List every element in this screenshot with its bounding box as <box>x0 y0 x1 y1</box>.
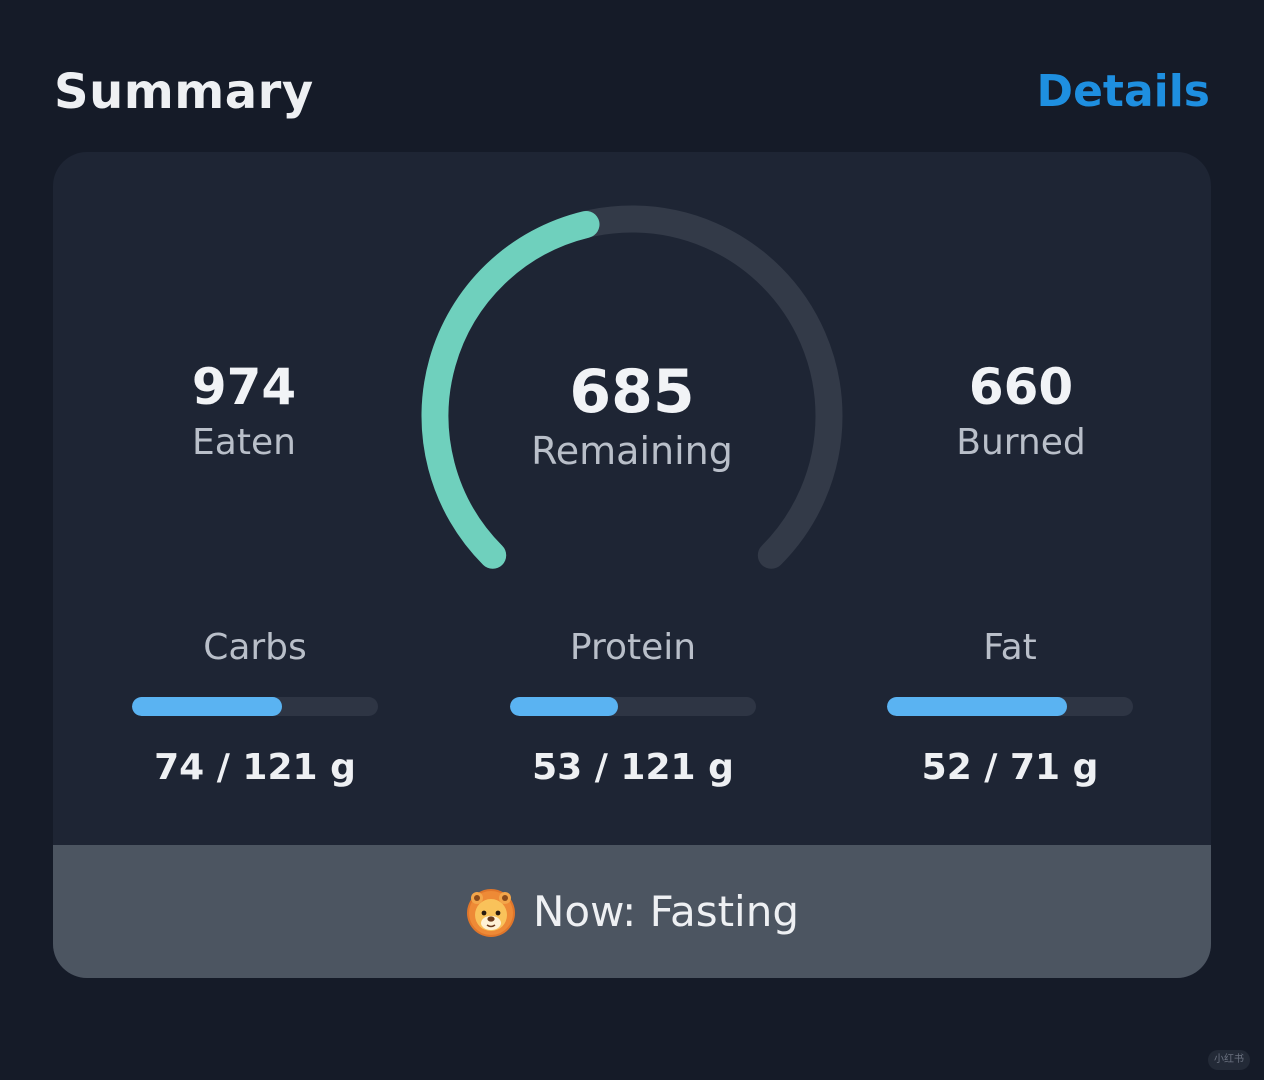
macro-protein: Protein 53 / 121 g <box>510 624 756 792</box>
watermark-logo: 小红书 <box>1208 1050 1250 1070</box>
fat-value: 52 / 71 g <box>921 747 1099 788</box>
eaten-label: Eaten <box>192 422 296 463</box>
status-text: Now: Fasting <box>532 887 799 936</box>
fasting-status-bar[interactable]: Now: Fasting <box>53 845 1211 978</box>
details-link[interactable]: Details <box>1036 66 1210 117</box>
page-title: Summary <box>54 64 314 120</box>
burned-label: Burned <box>956 422 1086 463</box>
fat-progress-track <box>887 697 1133 716</box>
burned-stat: 660 Burned <box>901 357 1141 467</box>
macro-carbs: Carbs 74 / 121 g <box>132 624 378 792</box>
carbs-value: 74 / 121 g <box>154 747 356 788</box>
protein-value: 53 / 121 g <box>532 747 734 788</box>
eaten-value: 974 <box>191 358 297 416</box>
summary-card: 974 Eaten 685 Remaining 660 Burned Carbs… <box>53 152 1211 978</box>
protein-label: Protein <box>569 627 697 668</box>
carbs-progress-fill <box>132 697 283 716</box>
gauge-progress <box>421 210 600 569</box>
calorie-gauge <box>421 205 843 569</box>
eaten-stat: 974 Eaten <box>124 357 364 467</box>
remaining-value: 685 <box>569 357 695 427</box>
lion-face-icon <box>466 888 515 937</box>
remaining-label: Remaining <box>531 429 733 473</box>
protein-progress-track <box>510 697 756 716</box>
carbs-label: Carbs <box>203 627 307 668</box>
fat-label: Fat <box>983 627 1037 668</box>
carbs-progress-track <box>132 697 378 716</box>
fat-progress-fill <box>887 697 1068 716</box>
burned-value: 660 <box>968 358 1074 416</box>
protein-progress-fill <box>510 697 618 716</box>
remaining-stat: 685 Remaining <box>482 357 782 475</box>
macro-fat: Fat 52 / 71 g <box>887 624 1133 792</box>
